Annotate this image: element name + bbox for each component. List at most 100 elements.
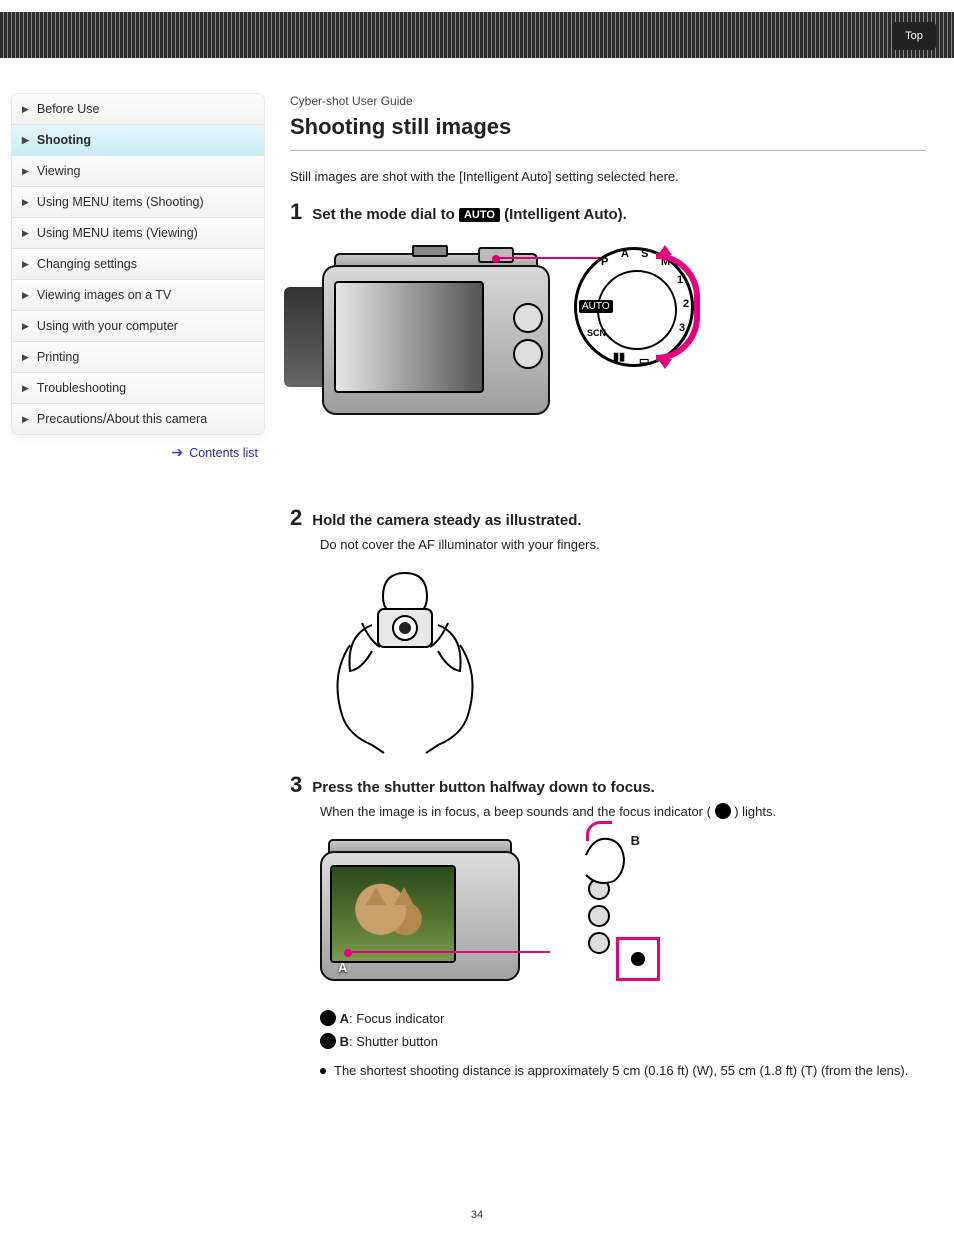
- sidebar-item-label: Using MENU items (Viewing): [37, 226, 198, 240]
- step-title-after: (Intelligent Auto).: [504, 206, 627, 223]
- arrowhead-down-icon: [658, 359, 672, 369]
- banner-stripes: [0, 12, 954, 58]
- control-icon: [588, 905, 610, 927]
- finger-press-icon: [576, 827, 636, 887]
- lead-text: Still images are shot with the [Intellig…: [290, 167, 926, 187]
- sidebar-item-computer[interactable]: ▶ Using with your computer: [12, 311, 264, 342]
- control-icon: [588, 932, 610, 954]
- sidebar-item-label: Troubleshooting: [37, 381, 126, 395]
- sidebar-item-label: Printing: [37, 350, 79, 364]
- contents-link-label: Contents list: [189, 446, 258, 460]
- chevron-right-icon: ▶: [22, 290, 29, 301]
- legend-row-b: B: Shutter button: [320, 1032, 926, 1053]
- step-head: 2 Hold the camera steady as illustrated.: [290, 507, 926, 529]
- control-button-icon: [513, 339, 543, 369]
- step-head: 1 Set the mode dial to AUTO (Intelligent…: [290, 201, 926, 223]
- control-wheel-icon: [513, 303, 543, 333]
- sidebar-item-label: Viewing: [37, 164, 81, 178]
- sidebar-item-tv[interactable]: ▶ Viewing images on a TV: [12, 280, 264, 311]
- arrow-right-icon: ➔: [171, 444, 183, 461]
- sidebar-item-menu-shooting[interactable]: ▶ Using MENU items (Shooting): [12, 187, 264, 218]
- note-bullet: The shortest shooting distance is approx…: [320, 1061, 926, 1082]
- step-title: Press the shutter button halfway down to…: [312, 779, 655, 796]
- legend: A: Focus indicator B: Shutter button The…: [320, 1009, 926, 1081]
- chevron-right-icon: ▶: [22, 197, 29, 208]
- step-head: 3 Press the shutter button halfway down …: [290, 774, 926, 796]
- camera-hotshoe: [412, 245, 448, 257]
- sidebar: ▶ Before Use ▶ Shooting ▶ Viewing ▶ Usin…: [12, 94, 264, 461]
- sidebar-item-menu-viewing[interactable]: ▶ Using MENU items (Viewing): [12, 218, 264, 249]
- chevron-right-icon: ▶: [22, 259, 29, 270]
- content-columns: ▶ Before Use ▶ Shooting ▶ Viewing ▶ Usin…: [0, 58, 954, 1087]
- camera-with-dial: AUTO P A S M 1 2 3 SCN ▮▮: [320, 253, 690, 493]
- hold-camera-figure: [320, 565, 926, 760]
- sidebar-item-label: Using MENU items (Shooting): [37, 195, 204, 209]
- step-1: 1 Set the mode dial to AUTO (Intelligent…: [290, 201, 926, 493]
- camera-half-press: A B: [320, 833, 620, 1003]
- contents-list-link[interactable]: ➔ Contents list: [12, 444, 258, 461]
- chevron-right-icon: ▶: [22, 352, 29, 363]
- step-number: 2: [290, 507, 302, 529]
- auto-chip-icon: AUTO: [459, 208, 500, 222]
- main-content: Cyber-shot User Guide Shooting still ima…: [290, 94, 926, 1087]
- callout-line: [348, 951, 550, 953]
- camera-controls: [506, 297, 550, 387]
- dial-auto-icon: AUTO: [579, 300, 613, 313]
- dial-label: P: [601, 256, 608, 268]
- dial-label: A: [621, 248, 629, 260]
- sidebar-item-label: Changing settings: [37, 257, 137, 271]
- arrowhead-up-icon: [658, 245, 672, 255]
- step3-before: When the image is in focus, a beep sound…: [320, 804, 711, 819]
- rotate-arrow-icon: [656, 253, 700, 361]
- focus-indicator-callout: [616, 937, 660, 981]
- sidebar-item-viewing[interactable]: ▶ Viewing: [12, 156, 264, 187]
- sidebar-item-label: Using with your computer: [37, 319, 178, 333]
- note-text: The shortest shooting distance is approx…: [334, 1061, 908, 1082]
- sample-cat-photo: [332, 867, 454, 961]
- legend-row-a: A: Focus indicator: [320, 1009, 926, 1030]
- mode-dial: AUTO P A S M 1 2 3 SCN ▮▮: [574, 247, 694, 367]
- page-title: Shooting still images: [290, 114, 926, 140]
- sidebar-item-before-use[interactable]: ▶ Before Use: [12, 94, 264, 125]
- sidebar-item-troubleshooting[interactable]: ▶ Troubleshooting: [12, 373, 264, 404]
- breadcrumb: Cyber-shot User Guide: [290, 94, 926, 108]
- sidebar-item-precautions[interactable]: ▶ Precautions/About this camera: [12, 404, 264, 434]
- chevron-right-icon: ▶: [22, 383, 29, 394]
- chevron-right-icon: ▶: [22, 135, 29, 146]
- step-3: 3 Press the shutter button halfway down …: [290, 774, 926, 1081]
- sidebar-item-changing-settings[interactable]: ▶ Changing settings: [12, 249, 264, 280]
- sidebar-item-label: Before Use: [37, 102, 100, 116]
- sidebar-item-label: Precautions/About this camera: [37, 412, 207, 426]
- panorama-icon: ▭: [639, 354, 649, 367]
- step-number: 3: [290, 774, 302, 796]
- camera-screen: [334, 281, 484, 393]
- chevron-right-icon: ▶: [22, 104, 29, 115]
- legend-b-text: B: Shutter button: [340, 1034, 438, 1049]
- dial-label: S: [641, 248, 648, 260]
- sidebar-item-shooting[interactable]: ▶ Shooting: [12, 125, 264, 156]
- person-holding-camera-icon: [320, 565, 490, 755]
- sidebar-item-label: Viewing images on a TV: [37, 288, 171, 302]
- camera-illustration: [320, 253, 560, 423]
- legend-a-text: A: Focus indicator: [340, 1011, 445, 1026]
- focus-indicator-icon: [715, 803, 731, 819]
- sidebar-item-label: Shooting: [37, 133, 91, 147]
- steps-list: 1 Set the mode dial to AUTO (Intelligent…: [290, 201, 926, 1081]
- top-banner: Top: [0, 0, 954, 58]
- bullet-icon: [320, 1010, 336, 1026]
- step-number: 1: [290, 201, 302, 223]
- bullet-icon: [320, 1033, 336, 1049]
- page-number: 34: [0, 1209, 954, 1221]
- chevron-right-icon: ▶: [22, 228, 29, 239]
- chevron-right-icon: ▶: [22, 414, 29, 425]
- step-body: When the image is in focus, a beep sound…: [320, 802, 926, 823]
- step-title: Set the mode dial to AUTO (Intelligent A…: [312, 206, 627, 223]
- chevron-right-icon: ▶: [22, 321, 29, 332]
- step-body: Do not cover the AF illuminator with you…: [320, 535, 926, 555]
- legend-letter-a: A: [338, 960, 347, 975]
- step3-after: ) lights.: [734, 804, 776, 819]
- top-button[interactable]: Top: [892, 22, 936, 50]
- sidebar-item-printing[interactable]: ▶ Printing: [12, 342, 264, 373]
- focus-dot-icon: [631, 952, 645, 966]
- step-2: 2 Hold the camera steady as illustrated.…: [290, 507, 926, 760]
